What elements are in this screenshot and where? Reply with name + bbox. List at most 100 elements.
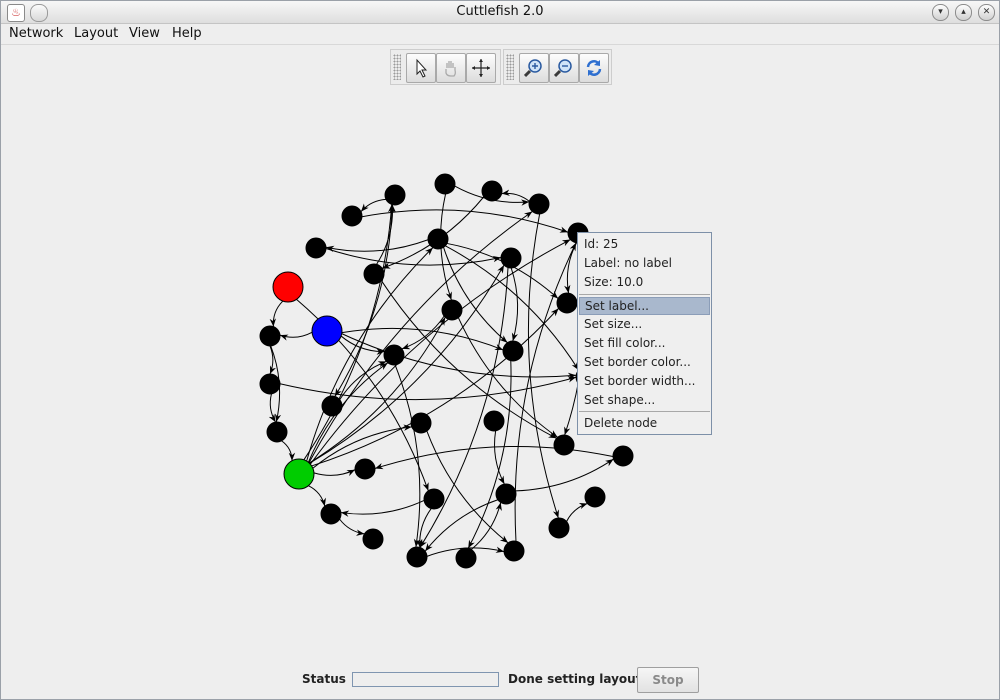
graph-edge [340,335,385,355]
menu-separator-2 [579,411,710,412]
graph-edge [339,360,387,400]
graph-edge [445,245,580,371]
toolbar-grip[interactable] [393,54,401,80]
graph-edge [494,430,505,485]
graph-edge [424,499,499,552]
graph-node[interactable] [556,292,578,314]
graph-edge [501,189,530,202]
graph-node[interactable] [584,486,606,508]
graph-edge [311,308,559,467]
graph-edge [313,469,356,477]
graph-node[interactable] [553,434,575,456]
graph-edge [381,280,557,439]
menu-bar: Network Layout View Help [1,24,999,45]
graph-node[interactable] [483,410,505,432]
graph-edge [527,213,559,519]
graph-edge [510,267,519,342]
graph-edge [268,393,276,423]
graph-node[interactable] [410,412,432,434]
graph-node[interactable] [341,205,363,227]
menu-view[interactable]: View [129,26,160,41]
graph-node[interactable] [383,344,405,366]
pan-tool-button[interactable] [436,53,466,83]
graph-node[interactable] [495,483,517,505]
graph-node[interactable] [548,517,570,539]
graph-node[interactable] [502,340,524,362]
graph-edge [309,264,505,464]
graph-edge [361,209,569,233]
status-label: Status [302,672,346,686]
graph-node[interactable] [259,373,281,395]
graph-node[interactable] [362,528,384,550]
graph-edge [376,204,397,265]
maximize-icon[interactable]: ▴ [955,4,972,21]
network-graph[interactable] [1,85,999,661]
graph-edge [419,267,509,548]
graph-node[interactable] [455,547,477,569]
graph-edge [281,440,296,461]
set-shape-item[interactable]: Set shape... [584,393,656,407]
toolbar-grip-2[interactable] [506,54,514,80]
graph-node[interactable] [423,488,445,510]
graph-edge [564,242,577,294]
toolbar-view-group [503,49,612,85]
graph-node[interactable] [500,247,522,269]
graph-nodes[interactable] [259,173,634,569]
window-title: Cuttlefish 2.0 [456,4,544,19]
graph-node[interactable] [354,458,376,480]
graph-edge [457,317,558,438]
menu-help[interactable]: Help [172,26,202,41]
set-fill-color-item[interactable]: Set fill color... [584,336,666,350]
set-size-item[interactable]: Set size... [584,317,643,331]
graph-node[interactable] [305,237,327,259]
graph-node[interactable] [612,445,634,467]
select-tool-button[interactable] [406,53,436,83]
zoom-out-icon [554,59,572,78]
graph-node[interactable] [434,173,456,195]
close-icon[interactable]: ✕ [978,4,995,21]
minimize-icon[interactable]: ▾ [932,4,949,21]
menu-layout[interactable]: Layout [74,26,119,41]
graph-node[interactable] [321,395,343,417]
graph-edge [514,242,577,542]
graph-node[interactable] [528,193,550,215]
graph-edge [470,502,502,550]
node-context-menu[interactable]: Id: 25 Label: no label Size: 10.0 Set la… [577,232,712,435]
set-border-width-item[interactable]: Set border width... [584,374,696,388]
graph-node[interactable] [384,184,406,206]
graph-node[interactable] [441,299,463,321]
graph-edge [309,239,571,465]
graph-edge [340,499,425,517]
zoom-out-button[interactable] [549,53,579,83]
graph-node-green[interactable] [283,458,315,490]
delete-node-item[interactable]: Delete node [584,416,658,430]
graph-edge [334,204,393,397]
pan-icon [445,61,456,77]
window-menu-icon[interactable] [30,4,48,22]
graph-edge [308,485,326,507]
menu-network[interactable]: Network [9,26,64,41]
set-label-item[interactable]: Set label... [579,297,710,315]
graph-node-red[interactable] [272,271,304,303]
graph-node[interactable] [406,546,428,568]
zoom-in-button[interactable] [519,53,549,83]
graph-node-blue[interactable] [311,315,343,347]
graph-node[interactable] [266,421,288,443]
refresh-button[interactable] [579,53,609,83]
graph-edge [446,242,559,299]
stop-button[interactable]: Stop [637,667,699,693]
graph-edge [279,376,577,401]
graph-edge [341,327,504,351]
graph-canvas[interactable] [1,85,999,661]
menu-separator [579,294,710,295]
graph-node[interactable] [481,180,503,202]
graph-edge [312,424,412,469]
graph-node[interactable] [320,503,342,525]
graph-node[interactable] [427,228,449,250]
set-border-color-item[interactable]: Set border color... [584,355,691,369]
graph-node[interactable] [259,325,281,347]
graph-node[interactable] [363,263,385,285]
app-icon[interactable]: ♨ [7,4,25,22]
move-tool-button[interactable] [466,53,496,83]
graph-node[interactable] [503,540,525,562]
